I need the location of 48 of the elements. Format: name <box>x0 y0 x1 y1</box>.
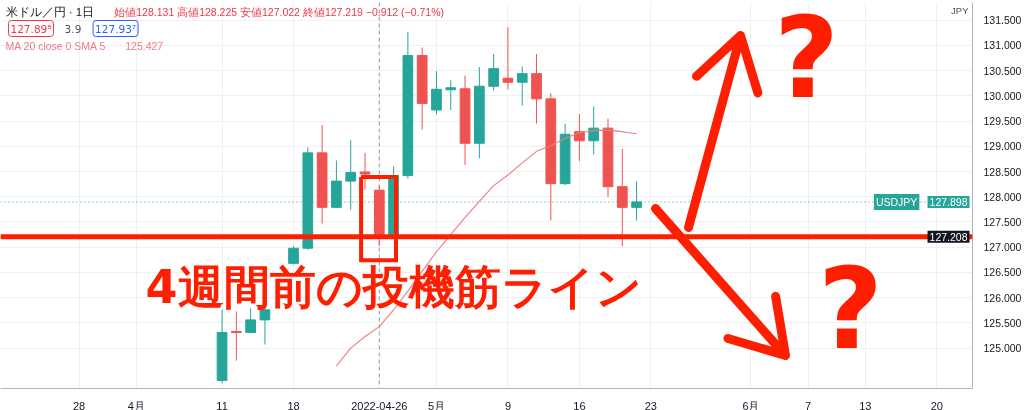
candlestick <box>616 148 628 247</box>
y-tick-label: 125.000 <box>983 342 1022 355</box>
x-tick-label: 20 <box>930 399 943 410</box>
annotation: ? <box>818 243 883 374</box>
y-tick-label: 129.500 <box>983 115 1022 128</box>
candlestick <box>359 152 371 191</box>
text: MA 20 close 0 SMA 5 <box>5 39 106 52</box>
y-tick-label: 126.500 <box>983 266 1022 279</box>
annotation: 127.89⁸ <box>10 22 52 35</box>
x-tick-label: 13 <box>859 399 872 410</box>
candlestick <box>502 26 514 90</box>
y-tick-label: 126.000 <box>983 291 1022 304</box>
chart-title: 米ドル／円 · 1日 <box>5 5 95 19</box>
annotation: 3.9 <box>64 22 82 35</box>
annotation: 127.93⁷ <box>95 22 137 35</box>
annotation: ? <box>774 0 839 123</box>
candlestick <box>445 79 457 111</box>
y-axis-title: JPY <box>951 5 970 16</box>
x-tick-label: 9 <box>504 399 512 410</box>
x-tick-label: 18 <box>287 399 300 410</box>
y-tick-label: 130.000 <box>983 89 1022 102</box>
y-tick-label: 131.000 <box>983 39 1022 52</box>
y-tick-label: 128.500 <box>983 165 1022 178</box>
annotation: 125.427 <box>125 39 164 52</box>
x-tick-label: 23 <box>644 399 658 410</box>
y-tick-label: 131.500 <box>983 14 1022 27</box>
y-tick-label: 127.000 <box>983 241 1022 254</box>
y-tick-label: 130.500 <box>983 64 1022 77</box>
x-tick-label: 28 <box>73 399 86 410</box>
candlestick <box>488 53 500 91</box>
y-tick-label: 125.500 <box>983 316 1022 329</box>
annotation: 4週間前の投機筋ライン <box>145 259 642 314</box>
y-tick-label: 129.000 <box>983 140 1022 153</box>
y-tick-label: 128.000 <box>983 190 1022 203</box>
x-tick-label: 16 <box>573 399 586 410</box>
candlestick <box>516 66 528 106</box>
ref-line-label: USDJPY <box>875 195 918 208</box>
candlestick <box>431 70 442 116</box>
y-tick-label: 127.500 <box>983 215 1022 228</box>
chart-subtitle: 始値128.131 高値128.225 安値127.022 終値127.219 −0.912 (−0.71%) <box>114 5 444 18</box>
candlestick <box>588 105 600 155</box>
candlestick <box>259 308 271 346</box>
x-tick-label: 2022-04-26 <box>351 399 408 410</box>
x-tick-label: 7 <box>805 399 812 410</box>
x-tick-label: 11 <box>216 399 228 410</box>
candlestick <box>230 310 242 362</box>
annotation: 127.898 <box>929 195 968 208</box>
annotation: 127.208 <box>929 230 968 243</box>
